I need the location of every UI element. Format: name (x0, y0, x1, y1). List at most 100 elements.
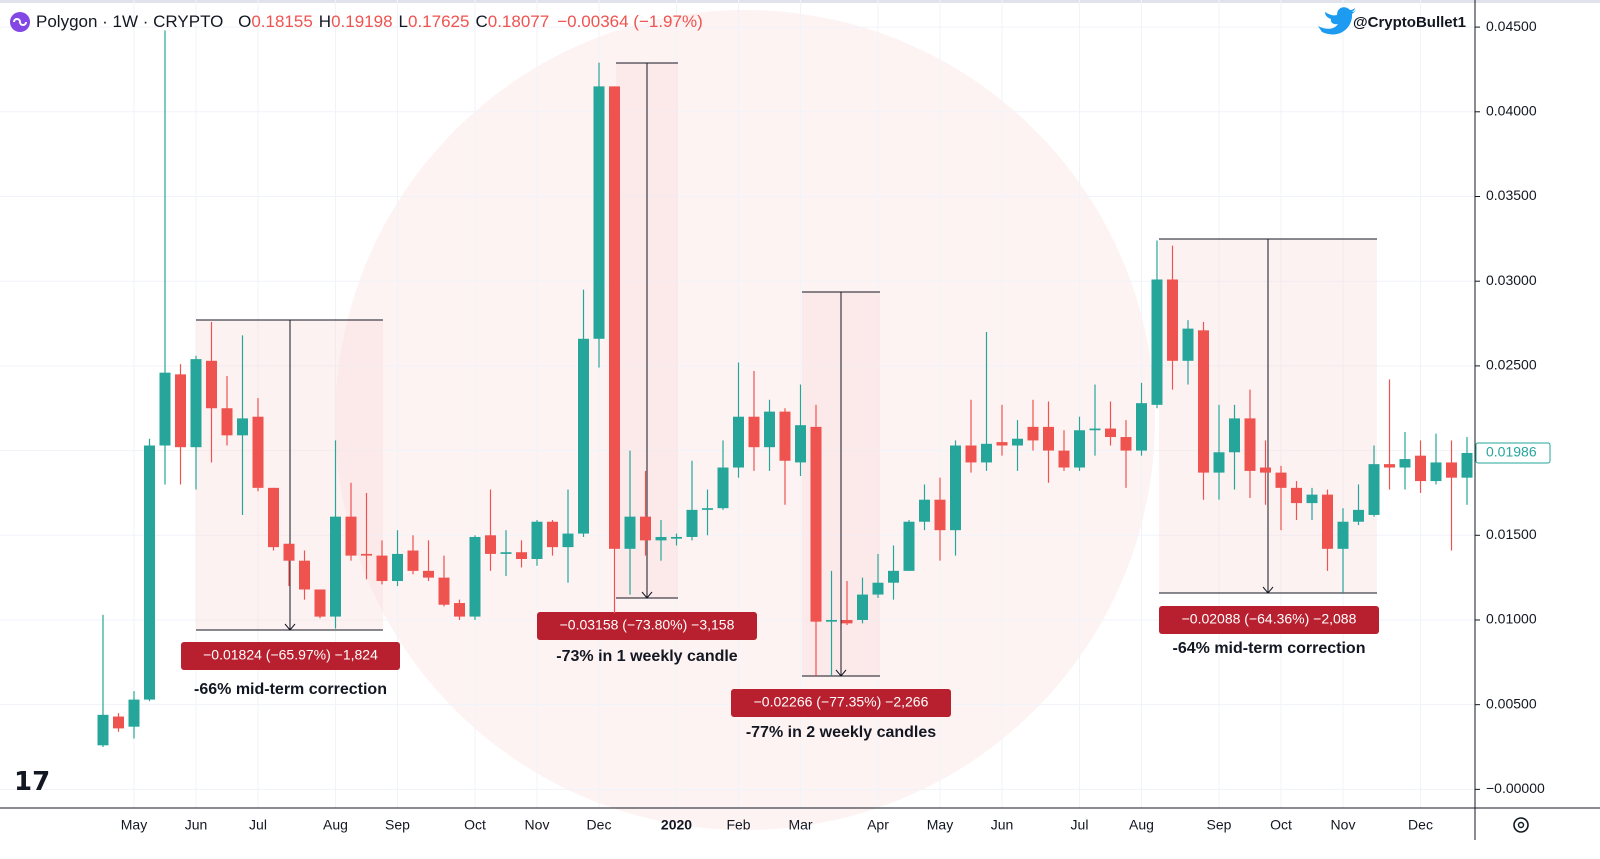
candle-body (640, 516, 651, 541)
x-tick-label: Jul (249, 817, 267, 833)
caption: -73% in 1 weekly candle (556, 648, 738, 665)
measure-arrowhead (641, 591, 653, 599)
x-tick-label: Jun (991, 817, 1014, 833)
ohlc-value: 0.18077 (488, 12, 549, 31)
y-tick-label: −0.00000 (1486, 780, 1545, 796)
candle-body (531, 521, 543, 559)
x-tick-label: Jun (185, 817, 208, 833)
candle-body (314, 589, 326, 617)
measure-arrowhead (835, 669, 847, 677)
candle-body (888, 570, 899, 583)
change: −0.00364 (−1.97%) (557, 12, 703, 31)
candle-body (1384, 464, 1395, 468)
measure-label: −0.02088 (−64.36%) −2,088 (1182, 611, 1357, 627)
ohlc-value: 0.18155 (251, 12, 312, 31)
measure-label-box (731, 689, 951, 717)
candle-body (655, 536, 667, 541)
y-tick-label: 0.01000 (1486, 611, 1537, 627)
measure-label: −0.03158 (−73.80%) −3,158 (560, 617, 735, 633)
candle-body (299, 560, 310, 590)
candle-body (438, 577, 450, 605)
candle-body (485, 535, 496, 554)
annotations: −0.01824 (−65.97%) −1,824 -66% mid-term c… (181, 62, 1379, 741)
candle-body (1213, 452, 1225, 473)
measure-label: −0.02266 (−77.35%) −2,266 (754, 694, 929, 710)
candle-body (206, 360, 217, 409)
ohlc-key: H (319, 12, 331, 31)
ohlc-value: 0.17625 (408, 12, 469, 31)
x-tick-label: Oct (1270, 817, 1292, 833)
candle-body (423, 570, 434, 578)
twitter-logo (1318, 7, 1356, 35)
measure-label-box (1159, 606, 1379, 634)
candle-body (1322, 494, 1333, 549)
candle-body (128, 699, 140, 727)
candle-body (1105, 428, 1116, 438)
candle-body (950, 445, 961, 531)
candle-body (996, 442, 1008, 446)
measure-label: −0.01824 (−65.97%) −1,824 (203, 647, 378, 663)
candle-body (1089, 428, 1101, 431)
candle-body (1120, 437, 1132, 451)
candle-body (1058, 450, 1070, 468)
x-tick-label: Aug (323, 817, 348, 833)
candle-body (97, 714, 109, 746)
ohlc-value: 0.19198 (331, 12, 392, 31)
candle-body (1306, 494, 1318, 504)
candle-body (578, 338, 589, 534)
symbol-logo-mark (13, 18, 27, 26)
candle-body (1244, 418, 1256, 471)
candle-body (562, 533, 574, 548)
symbol: Polygon · 1W · CRYPTO (36, 12, 223, 31)
candle-body (624, 516, 636, 549)
settings-icon[interactable] (1513, 817, 1529, 833)
candle-body (1027, 426, 1039, 441)
last-price-tag (1475, 442, 1551, 464)
candle-body (1291, 487, 1302, 504)
x-tick-label: Nov (1331, 817, 1356, 833)
candle-body (1074, 430, 1085, 468)
x-tick-label: Oct (464, 817, 486, 833)
header: Polygon · 1W · CRYPTO O0.18155 H0.19198 L0… (36, 12, 703, 31)
watermark: @CryptoBullet1 (1353, 14, 1466, 31)
candle-body (376, 555, 388, 582)
candle-body (221, 408, 233, 436)
x-tick-label: Feb (726, 817, 750, 833)
candle-body (1415, 455, 1426, 482)
x-tick-label: Sep (1207, 817, 1232, 833)
candle-body (392, 553, 403, 582)
candles (97, 30, 1473, 748)
y-tick-label: 0.04000 (1486, 103, 1537, 119)
candle-body (1353, 509, 1364, 522)
x-tick-label: Dec (587, 817, 612, 833)
candle-body (190, 359, 202, 448)
x-tick-label: May (121, 817, 147, 833)
candle-body (1167, 279, 1178, 361)
candle-body (516, 552, 527, 559)
candle-body (1399, 459, 1411, 468)
x-tick-label: Dec (1408, 817, 1433, 833)
candle-body (934, 499, 946, 531)
candle-body (1182, 328, 1194, 361)
candle-body (826, 619, 837, 622)
candle-body (361, 553, 372, 556)
candle-body (144, 445, 155, 700)
measure-arrowhead (284, 623, 296, 631)
last-price-label: 0.01986 (1486, 444, 1537, 460)
candle-body (810, 426, 822, 622)
candle-body (407, 550, 419, 571)
x-tick-label: May (927, 817, 953, 833)
y-tick-label: 0.02500 (1486, 357, 1537, 373)
candle-body (1430, 462, 1442, 482)
candle-body (764, 411, 775, 448)
candle-body (454, 603, 465, 617)
settings-icon-center[interactable] (1517, 821, 1525, 829)
x-tick-label: Jul (1071, 817, 1089, 833)
candle-body (175, 374, 186, 448)
x-tick-label: 2020 (661, 817, 692, 833)
candle-body (717, 467, 729, 509)
candle-body (981, 443, 992, 463)
candle-body (252, 416, 264, 488)
candle-body (1446, 462, 1457, 478)
